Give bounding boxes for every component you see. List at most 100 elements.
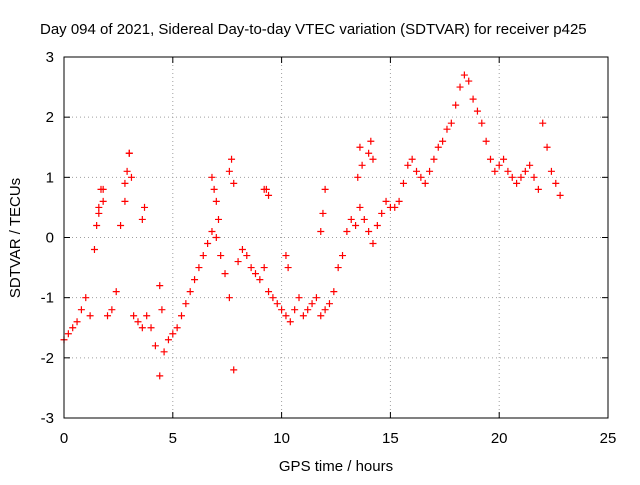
data-point [286,318,294,326]
data-point [291,306,299,314]
data-point [260,264,268,272]
data-point [99,197,107,205]
x-tick-label: 5 [169,430,177,447]
data-point [86,312,94,320]
data-point [64,330,72,338]
data-point [356,143,364,151]
data-point [378,209,386,217]
data-point [439,137,447,145]
data-point [156,372,164,380]
data-point [308,300,316,308]
data-point [134,318,142,326]
data-point [228,155,236,163]
data-point [73,318,81,326]
data-point [543,143,551,151]
data-point [208,227,216,235]
y-tick-label: -2 [41,350,54,367]
data-point [230,179,238,187]
data-point [247,264,255,272]
data-point [221,270,229,278]
data-point [413,167,421,175]
points-layer [60,71,564,380]
data-point [160,348,168,356]
data-point [173,324,181,332]
data-point [317,227,325,235]
data-point [547,167,555,175]
data-point [365,149,373,157]
data-point [208,173,216,181]
data-point [95,209,103,217]
y-tick-label: -1 [41,290,54,307]
data-point [278,306,286,314]
data-point [365,227,373,235]
data-point [347,215,355,223]
x-tick-label: 25 [600,430,617,447]
grid-layer [64,57,608,418]
data-point [426,167,434,175]
data-point [199,252,207,260]
data-point [443,125,451,133]
data-point [212,234,220,241]
x-tick-label: 20 [491,430,508,447]
data-point [210,185,218,193]
y-tick-label: 1 [46,169,54,186]
data-point [369,155,377,163]
data-point [517,173,525,181]
data-point [556,191,564,199]
data-point [82,294,90,302]
data-point [321,185,329,193]
data-point [395,197,403,205]
data-point [214,215,222,223]
data-point [304,306,312,314]
data-point [321,306,329,314]
data-point [125,149,133,157]
y-tick-label: 0 [46,230,54,247]
data-point [147,324,155,332]
data-point [265,288,273,296]
data-point [404,161,412,169]
data-point [508,173,516,181]
y-tick-label: 2 [46,109,54,126]
data-point [330,288,338,296]
data-point [482,137,490,145]
data-point [452,101,460,109]
data-point [430,155,438,163]
data-point [256,276,264,284]
data-point [539,119,547,127]
data-point [513,179,521,187]
data-point [269,294,277,302]
data-point [130,312,138,320]
data-point [358,161,366,169]
data-point [212,197,220,205]
data-point [156,282,164,290]
data-point [238,246,246,254]
data-point [399,179,407,187]
data-point [319,209,327,217]
data-point [164,336,172,344]
data-point [265,191,273,199]
data-point [158,306,166,314]
data-point [217,252,225,260]
data-point [299,312,307,320]
data-point [95,203,103,211]
data-point [456,83,464,91]
data-point [121,197,129,205]
data-point [334,264,342,272]
data-point [273,300,281,308]
data-point [312,294,320,302]
data-point [251,270,259,278]
data-point [69,324,77,332]
data-point [195,264,203,272]
data-point [169,330,177,338]
data-point [526,161,534,169]
data-point [141,203,149,211]
data-point [97,185,105,193]
data-point [486,155,494,163]
data-point [178,312,186,320]
data-point [534,185,542,193]
data-point [408,155,416,163]
data-point [417,173,425,181]
data-point [182,300,190,308]
data-point [243,252,251,260]
